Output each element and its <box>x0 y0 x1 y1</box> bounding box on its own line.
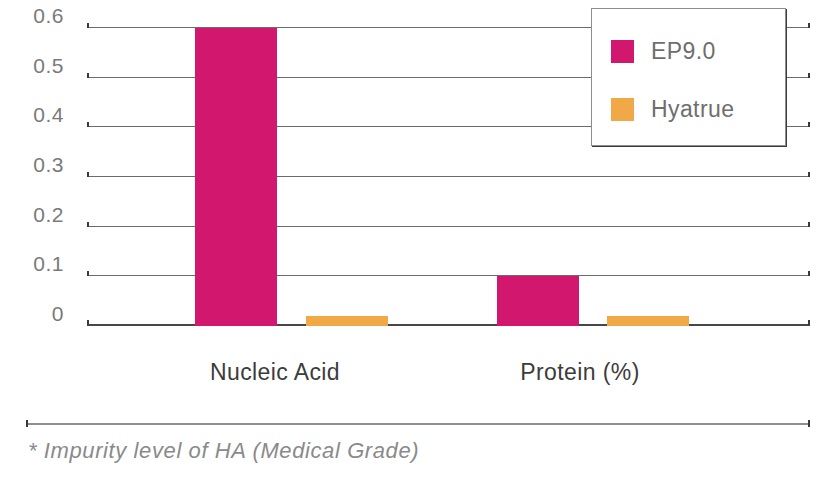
y-tick-label-0.2: 0.2 <box>14 203 64 227</box>
legend: EP9.0 Hyatrue <box>591 8 786 146</box>
bar-ep90-nucleic-acid <box>195 28 277 326</box>
bar-hyatrue-protein <box>607 316 689 326</box>
legend-item-ep90: EP9.0 <box>611 38 785 65</box>
legend-swatch-icon <box>611 40 634 63</box>
bar-ep90-protein <box>497 276 579 326</box>
chart-canvas: 0 0.1 0.2 0.3 0.4 0.5 0.6 Nucleic Acid Protein … <box>0 0 836 478</box>
bar-hyatrue-nucleic-acid <box>306 316 388 326</box>
legend-label: Hyatrue <box>651 96 734 123</box>
legend-item-hyatrue: Hyatrue <box>611 96 785 123</box>
legend-swatch-icon <box>611 98 634 121</box>
y-tick-label-0.4: 0.4 <box>14 103 64 127</box>
legend-label: EP9.0 <box>651 38 716 65</box>
footnote-text: * Impurity level of HA (Medical Grade) <box>28 438 419 464</box>
y-tick-label-0.3: 0.3 <box>14 153 64 177</box>
y-tick-label-0.6: 0.6 <box>14 4 64 28</box>
footnote-separator-line <box>26 423 810 425</box>
y-tick-label-0: 0 <box>14 302 64 326</box>
y-tick-label-0.5: 0.5 <box>14 54 64 78</box>
x-tick-label-protein: Protein (%) <box>470 358 690 386</box>
x-tick-label-nucleic-acid: Nucleic Acid <box>165 358 385 386</box>
y-tick-label-0.1: 0.1 <box>14 252 64 276</box>
